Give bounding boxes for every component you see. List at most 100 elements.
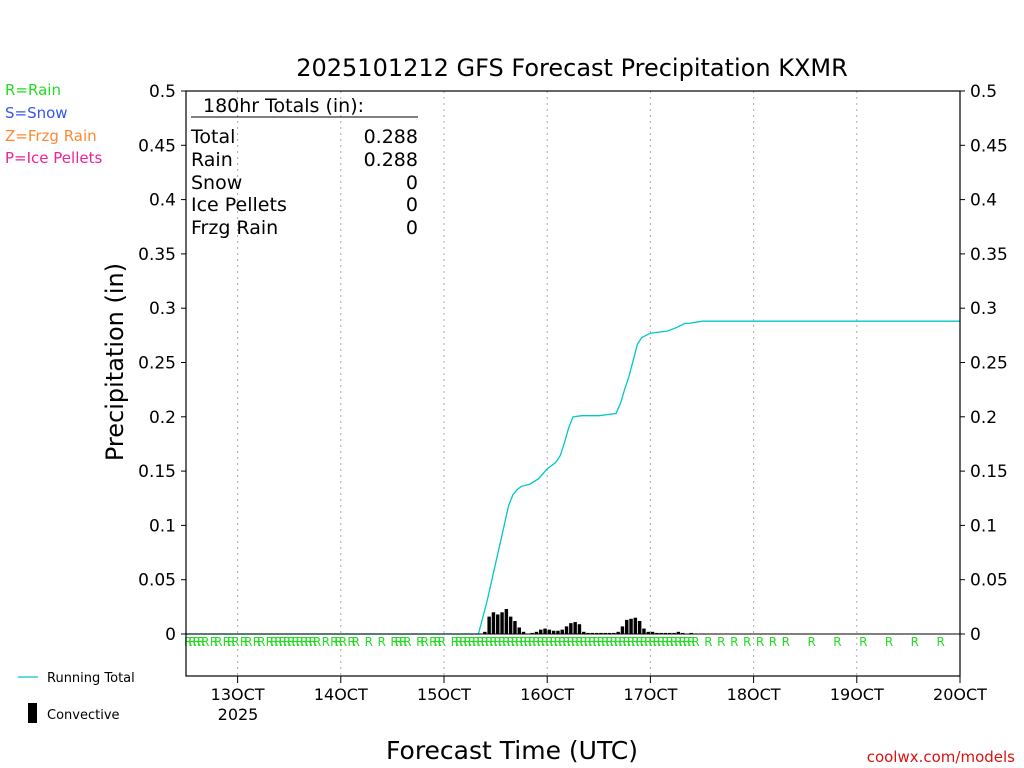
totals-label-snow: Snow (191, 172, 242, 194)
ptype-marker-rain: R (494, 635, 502, 649)
ptype-marker-rain: R (433, 635, 441, 649)
ptype-marker-rain: R (334, 635, 342, 649)
ptype-marker-rain: R (390, 635, 398, 649)
precip-bar (612, 632, 616, 634)
ptype-marker-rain: R (743, 635, 751, 649)
ptype-marker-rain: R (936, 635, 944, 649)
ptype-marker-rain: R (549, 635, 557, 649)
precip-bar (655, 632, 659, 634)
credit-link[interactable]: coolwx.com/models (867, 748, 1015, 766)
ptype-marker-rain: R (657, 635, 665, 649)
precip-bar (551, 630, 556, 634)
ptype-marker-rain: R (640, 635, 648, 649)
y-tick-label-left: 0.5 (149, 82, 176, 102)
ptype-marker-rain: R (455, 635, 463, 649)
ptype-marker-rain: R (459, 635, 467, 649)
totals-label-ice-pellets: Ice Pellets (191, 194, 287, 216)
ptype-marker-rain: R (184, 635, 192, 649)
precip-bar (633, 617, 638, 634)
x-axis-title: Forecast Time (UTC) (386, 736, 638, 765)
ptype-marker-rain: R (687, 635, 695, 649)
ptype-marker-rain: R (451, 635, 459, 649)
y-axis-title: Precipitation (in) (101, 263, 129, 461)
ptype-marker-rain: R (330, 635, 338, 649)
precip-bar (680, 632, 685, 634)
ptype-marker-rain: R (279, 635, 287, 649)
x-tick-label-14oct: 14OCT (314, 685, 368, 704)
y-axes: 0 00.05 0.050.1 0.10.15 0.150.2 0.20.25 0.250.… (138, 82, 1008, 645)
x-tick-label-13oct: 13OCT (211, 685, 265, 704)
ptype-marker-rain: R (833, 635, 841, 649)
ptype-marker-rain: R (541, 635, 549, 649)
ptype-marker-rain: R (365, 635, 373, 649)
precip-bar (689, 632, 693, 634)
ptype-marker-rain: R (601, 635, 609, 649)
precip-bar (560, 629, 564, 634)
ptype-marker-rain: R (545, 635, 553, 649)
y-tick-label-right: 0.3 (970, 299, 997, 319)
x-tick-label-15oct: 15OCT (417, 685, 471, 704)
ptype-marker-rain: R (438, 635, 446, 649)
precip-bar (521, 631, 526, 634)
ptype-marker-rain: R (291, 635, 299, 649)
precip-bar (659, 632, 663, 634)
legend-running-total-label: Running Total (47, 671, 135, 686)
precip-bar (646, 631, 650, 634)
ptype-marker-rain: R (210, 635, 218, 649)
ptype-marker-rain: R (188, 635, 196, 649)
ptype-marker-rain: R (885, 635, 893, 649)
legend-snow: S=Snow (5, 104, 68, 122)
ptype-marker-rain: R (627, 635, 635, 649)
precip-bar (629, 618, 633, 634)
ptype-marker-rain: R (201, 635, 209, 649)
ptype-marker-rain: R (730, 635, 738, 649)
ptype-marker-rain: R (515, 635, 523, 649)
precip-bar (547, 629, 552, 634)
ptype-marker-rain: R (580, 635, 588, 649)
precip-bar (668, 632, 672, 634)
precip-bar (577, 624, 582, 634)
totals-value-rain: 0.288 (364, 149, 418, 171)
ptype-marker-rain: R (605, 635, 613, 649)
ptype-marker-rain: R (489, 635, 497, 649)
ptype-marker-rain: R (528, 635, 536, 649)
ptype-marker-rain: R (511, 635, 519, 649)
ptype-marker-rain: R (313, 635, 321, 649)
y-tick-label-right: 0.4 (970, 191, 997, 211)
ptype-marker-rain: R (859, 635, 867, 649)
legend-rain: R=Rain (5, 81, 61, 99)
x-tick-label-16oct: 16OCT (520, 685, 574, 704)
ptype-marker-rain: R (524, 635, 532, 649)
ptype-marker-rain: R (653, 635, 661, 649)
ptype-marker-rain: R (420, 635, 428, 649)
y-tick-label-right: 0.5 (970, 82, 997, 102)
precip-bar (599, 632, 603, 634)
ptype-marker-rain: R (270, 635, 278, 649)
y-tick-label-left: 0.3 (149, 299, 176, 319)
ptype-marker-rain: R (240, 635, 248, 649)
legend-convective-label: Convective (47, 708, 120, 723)
ptype-marker-rain: R (429, 635, 437, 649)
precip-bar (500, 612, 504, 634)
ptype-marker-rain: R (502, 635, 510, 649)
precip-bar (504, 609, 509, 634)
ptype-marker-rain: R (377, 635, 385, 649)
ptype-marker-rain: R (322, 635, 330, 649)
precip-bar (564, 626, 569, 634)
precip-bar (487, 616, 491, 634)
precip-bar (539, 629, 543, 634)
ptype-marker-rain: R (807, 635, 815, 649)
ptype-marker-rain: R (283, 635, 291, 649)
chart-title: 2025101212 GFS Forecast Precipitation KX… (296, 54, 848, 82)
ptype-marker-rain: R (481, 635, 489, 649)
y-tick-label-left: 0.4 (149, 191, 176, 211)
x-tick-label-18oct: 18OCT (727, 685, 781, 704)
ptype-marker-rain: R (610, 635, 618, 649)
ptype-marker-rain: R (399, 635, 407, 649)
ptype-marker-rain: R (648, 635, 656, 649)
x-tick-label-20oct: 20OCT (933, 685, 987, 704)
ptype-marker-rain: R (666, 635, 674, 649)
y-tick-label-right: 0.35 (970, 245, 1008, 265)
totals-label-rain: Rain (191, 149, 233, 171)
